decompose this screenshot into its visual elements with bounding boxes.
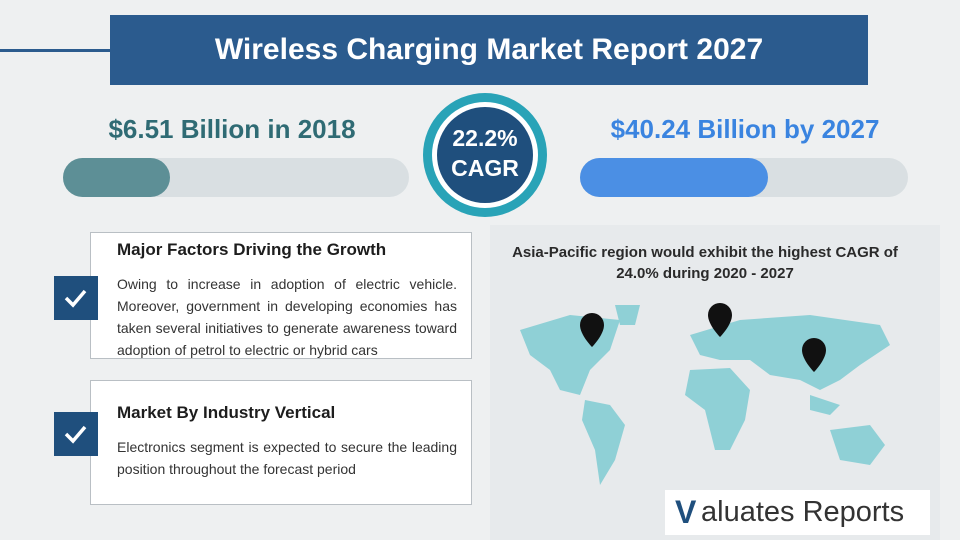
start-value: $6.51 Billion in 2018 [108,114,356,144]
cagr-badge: 22.2% CAGR [423,93,547,217]
title: Wireless Charging Market Report 2027 [110,15,868,85]
cagr-label: CAGR [451,155,519,181]
section-body: Owing to increase in adoption of electri… [117,276,457,358]
section-heading: Market By Industry Vertical [117,403,336,422]
check [64,425,87,444]
progress-track [580,158,908,197]
check-icon [54,276,98,320]
logo: V aluates Reports [665,490,930,535]
map-caption: Asia-Pacific region would exhibit the hi… [512,244,898,282]
badge-core [437,107,533,203]
section-heading: Major Factors Driving the Growth [117,240,387,259]
progress-fill [580,158,768,197]
progress-track [63,158,409,197]
world-map [520,303,890,485]
pins [580,303,826,372]
logo-mark: V [675,494,697,530]
check-icon [54,412,98,456]
section-box [90,232,472,359]
logo-text: aluates Reports [701,496,905,528]
end-value: $40.24 Billion by 2027 [610,114,880,144]
continents [520,305,890,485]
section-box [90,380,472,505]
cagr-value: 22.2% [452,125,517,151]
title-rule [0,49,110,52]
check [64,289,87,308]
progress-fill [63,158,170,197]
section-body: Electronics segment is expected to secur… [117,439,457,477]
